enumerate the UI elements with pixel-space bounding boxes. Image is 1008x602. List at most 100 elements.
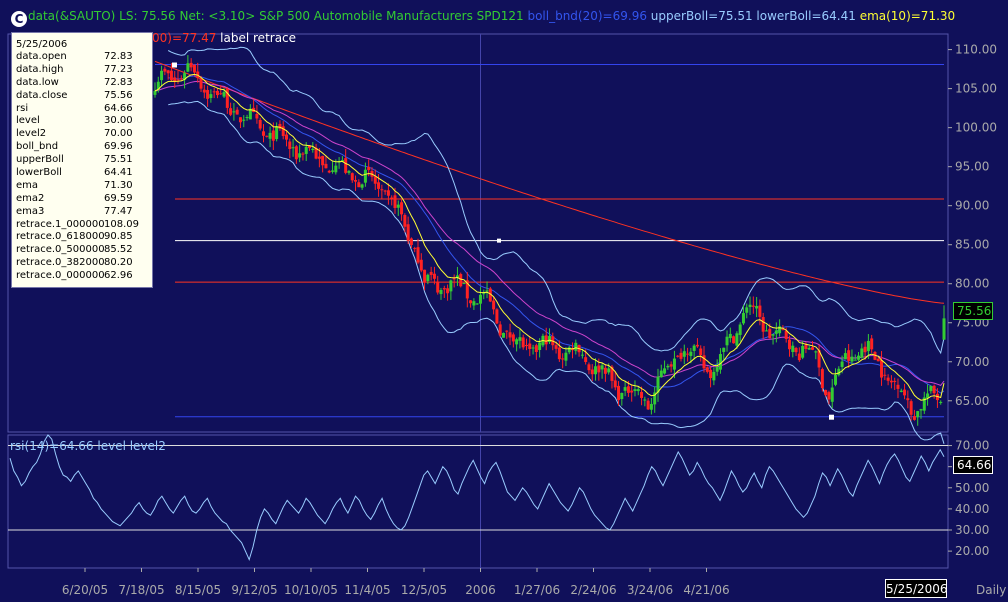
data-window-row: retrace.0_382000 80.20 bbox=[16, 257, 152, 270]
candle-body bbox=[255, 114, 259, 119]
x-tick-label: 4/21/06 bbox=[683, 583, 729, 597]
data-window-value: 69.96 bbox=[104, 141, 133, 153]
header-ema: ema(10)=71.30 bbox=[855, 9, 956, 23]
data-window-row: ema2 69.59 bbox=[16, 193, 152, 206]
price-y-tick-label: 95.00 bbox=[955, 160, 989, 174]
current-date-box[interactable]: 5/25/2006 bbox=[885, 579, 948, 598]
data-window-row: level2 70.00 bbox=[16, 128, 152, 141]
candle-body bbox=[531, 347, 535, 349]
data-window-key: data.close bbox=[16, 89, 68, 101]
x-tick-label: 8/15/05 bbox=[175, 583, 221, 597]
candle-body bbox=[820, 369, 824, 389]
candle-body bbox=[919, 409, 923, 411]
data-window-row: data.high 77.23 bbox=[16, 64, 152, 77]
data-window-row: retrace.0_000000 62.96 bbox=[16, 270, 152, 283]
candle-body bbox=[906, 398, 910, 401]
data-window-row: data.open 72.83 bbox=[16, 51, 152, 64]
candle-body bbox=[294, 146, 298, 160]
candle-body bbox=[354, 179, 358, 182]
candle-body bbox=[449, 280, 453, 292]
candle-body bbox=[787, 339, 791, 350]
candle-body bbox=[610, 366, 614, 381]
candle-body bbox=[689, 351, 693, 356]
chart-logo-icon[interactable]: C bbox=[11, 11, 27, 27]
header-label-retrace: label retrace bbox=[216, 31, 297, 45]
candle-body bbox=[498, 324, 502, 336]
candle-body bbox=[922, 397, 926, 411]
period-label[interactable]: Daily bbox=[976, 583, 1007, 597]
candle-body bbox=[840, 361, 844, 367]
candle-body bbox=[488, 288, 492, 302]
candle-body bbox=[771, 334, 775, 336]
data-window-value: 80.20 bbox=[104, 257, 133, 269]
header-legend-line2: 00)=77.47 label retrace bbox=[152, 31, 296, 45]
data-window-row: rsi 64.66 bbox=[16, 103, 152, 116]
candle-body bbox=[732, 336, 736, 344]
chart-header: C data(&SAUTO) LS: 75.56 Net: <3.10> S&P… bbox=[0, 0, 1008, 45]
data-window-key: retrace.0_000000 bbox=[16, 270, 105, 282]
candle-body bbox=[620, 392, 624, 400]
candle-body bbox=[521, 337, 525, 348]
candle-body bbox=[156, 81, 160, 90]
data-window-value: 30.00 bbox=[104, 115, 133, 127]
header-lower-boll: lowerBoll=64.41 bbox=[752, 9, 856, 23]
candle-body bbox=[755, 305, 759, 309]
header-ema3: 00)=77.47 bbox=[152, 31, 217, 45]
candle-body bbox=[932, 385, 936, 394]
candle-body bbox=[659, 370, 663, 378]
candle-body bbox=[912, 416, 916, 420]
x-tick-label: 2006 bbox=[465, 583, 496, 597]
candle-body bbox=[186, 63, 190, 72]
candle-body bbox=[400, 202, 404, 215]
x-tick-label: 7/18/05 bbox=[118, 583, 164, 597]
candle-body bbox=[485, 290, 489, 292]
price-y-tick-label: 100.00 bbox=[955, 121, 997, 135]
candle-body bbox=[225, 88, 229, 108]
candle-body bbox=[916, 411, 920, 418]
candle-body bbox=[748, 304, 752, 308]
candle-body bbox=[373, 176, 377, 184]
rsi-panel-frame bbox=[7, 434, 949, 569]
data-window-key: retrace.0_382000 bbox=[16, 257, 105, 269]
rsi-line bbox=[9, 434, 945, 562]
data-window-value: 72.83 bbox=[104, 76, 133, 88]
candle-body bbox=[367, 166, 371, 171]
candle-body bbox=[192, 64, 196, 73]
data-window-value: 90.85 bbox=[104, 231, 133, 243]
data-window-key: retrace.0_618000 bbox=[16, 231, 105, 243]
candle-body bbox=[603, 367, 607, 374]
candle-body bbox=[699, 348, 703, 356]
candle-body bbox=[160, 70, 164, 81]
retrace-handle bbox=[497, 238, 501, 243]
candle-body bbox=[712, 371, 716, 381]
candle-body bbox=[899, 390, 903, 392]
candle-body bbox=[206, 90, 210, 99]
candle-body bbox=[472, 301, 476, 306]
candle-body bbox=[646, 400, 650, 410]
candle-body bbox=[554, 345, 558, 349]
data-window[interactable]: 5/25/2006 data.open 72.83 data.high 77.23 da… bbox=[11, 32, 153, 288]
candle-body bbox=[751, 305, 755, 307]
candle-body bbox=[617, 385, 621, 401]
last-rsi-tag: 64.66 bbox=[953, 456, 993, 474]
price-y-tick-label: 105.00 bbox=[955, 82, 997, 96]
candle-body bbox=[189, 62, 193, 68]
retrace-anchor-high bbox=[172, 62, 177, 68]
candle-body bbox=[439, 290, 443, 295]
candle-body bbox=[672, 358, 676, 370]
candle-body bbox=[278, 123, 282, 129]
candle-body bbox=[666, 365, 670, 368]
candle-body bbox=[896, 384, 900, 389]
candle-body bbox=[807, 347, 811, 350]
data-window-value: 70.00 bbox=[104, 128, 133, 140]
candle-body bbox=[423, 269, 427, 283]
candle-body bbox=[860, 348, 864, 358]
candle-body bbox=[534, 345, 538, 352]
data-window-key: ema2 bbox=[16, 192, 45, 204]
candle-body bbox=[265, 135, 269, 137]
candle-body bbox=[288, 141, 292, 150]
candle-body bbox=[811, 347, 814, 350]
candle-body bbox=[774, 330, 778, 334]
candle-body bbox=[929, 385, 933, 392]
candle-body bbox=[261, 131, 265, 136]
